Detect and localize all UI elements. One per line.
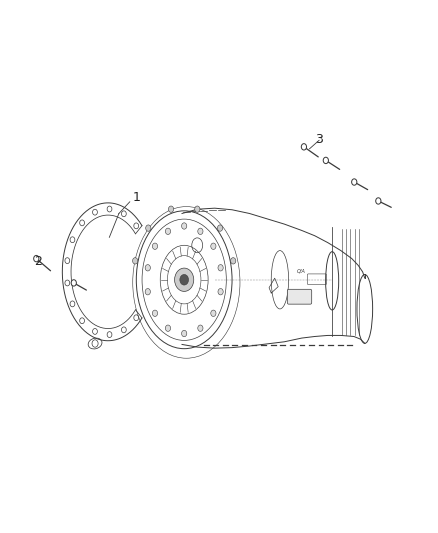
Circle shape [180,274,188,285]
Circle shape [133,257,138,264]
Circle shape [376,198,381,204]
Text: Q/A: Q/A [297,268,306,273]
Circle shape [166,325,170,332]
Circle shape [169,206,173,212]
Circle shape [301,144,307,150]
Text: 3: 3 [315,133,323,146]
Circle shape [211,310,216,317]
Text: 2: 2 [35,255,42,268]
Circle shape [211,243,216,249]
Circle shape [218,288,223,295]
Circle shape [71,280,76,286]
Circle shape [195,206,200,212]
Circle shape [198,228,203,235]
Circle shape [166,228,170,235]
FancyBboxPatch shape [287,289,312,304]
Circle shape [182,330,187,337]
Circle shape [145,288,150,295]
Circle shape [146,225,151,231]
Circle shape [145,264,150,271]
Circle shape [152,310,158,317]
Circle shape [323,157,328,164]
Circle shape [152,243,158,249]
Circle shape [352,179,357,185]
Circle shape [230,257,236,264]
Circle shape [198,325,203,332]
Text: 1: 1 [132,191,140,204]
Circle shape [218,264,223,271]
Circle shape [182,223,187,229]
Circle shape [34,255,39,262]
Circle shape [217,225,223,231]
Circle shape [175,268,194,292]
